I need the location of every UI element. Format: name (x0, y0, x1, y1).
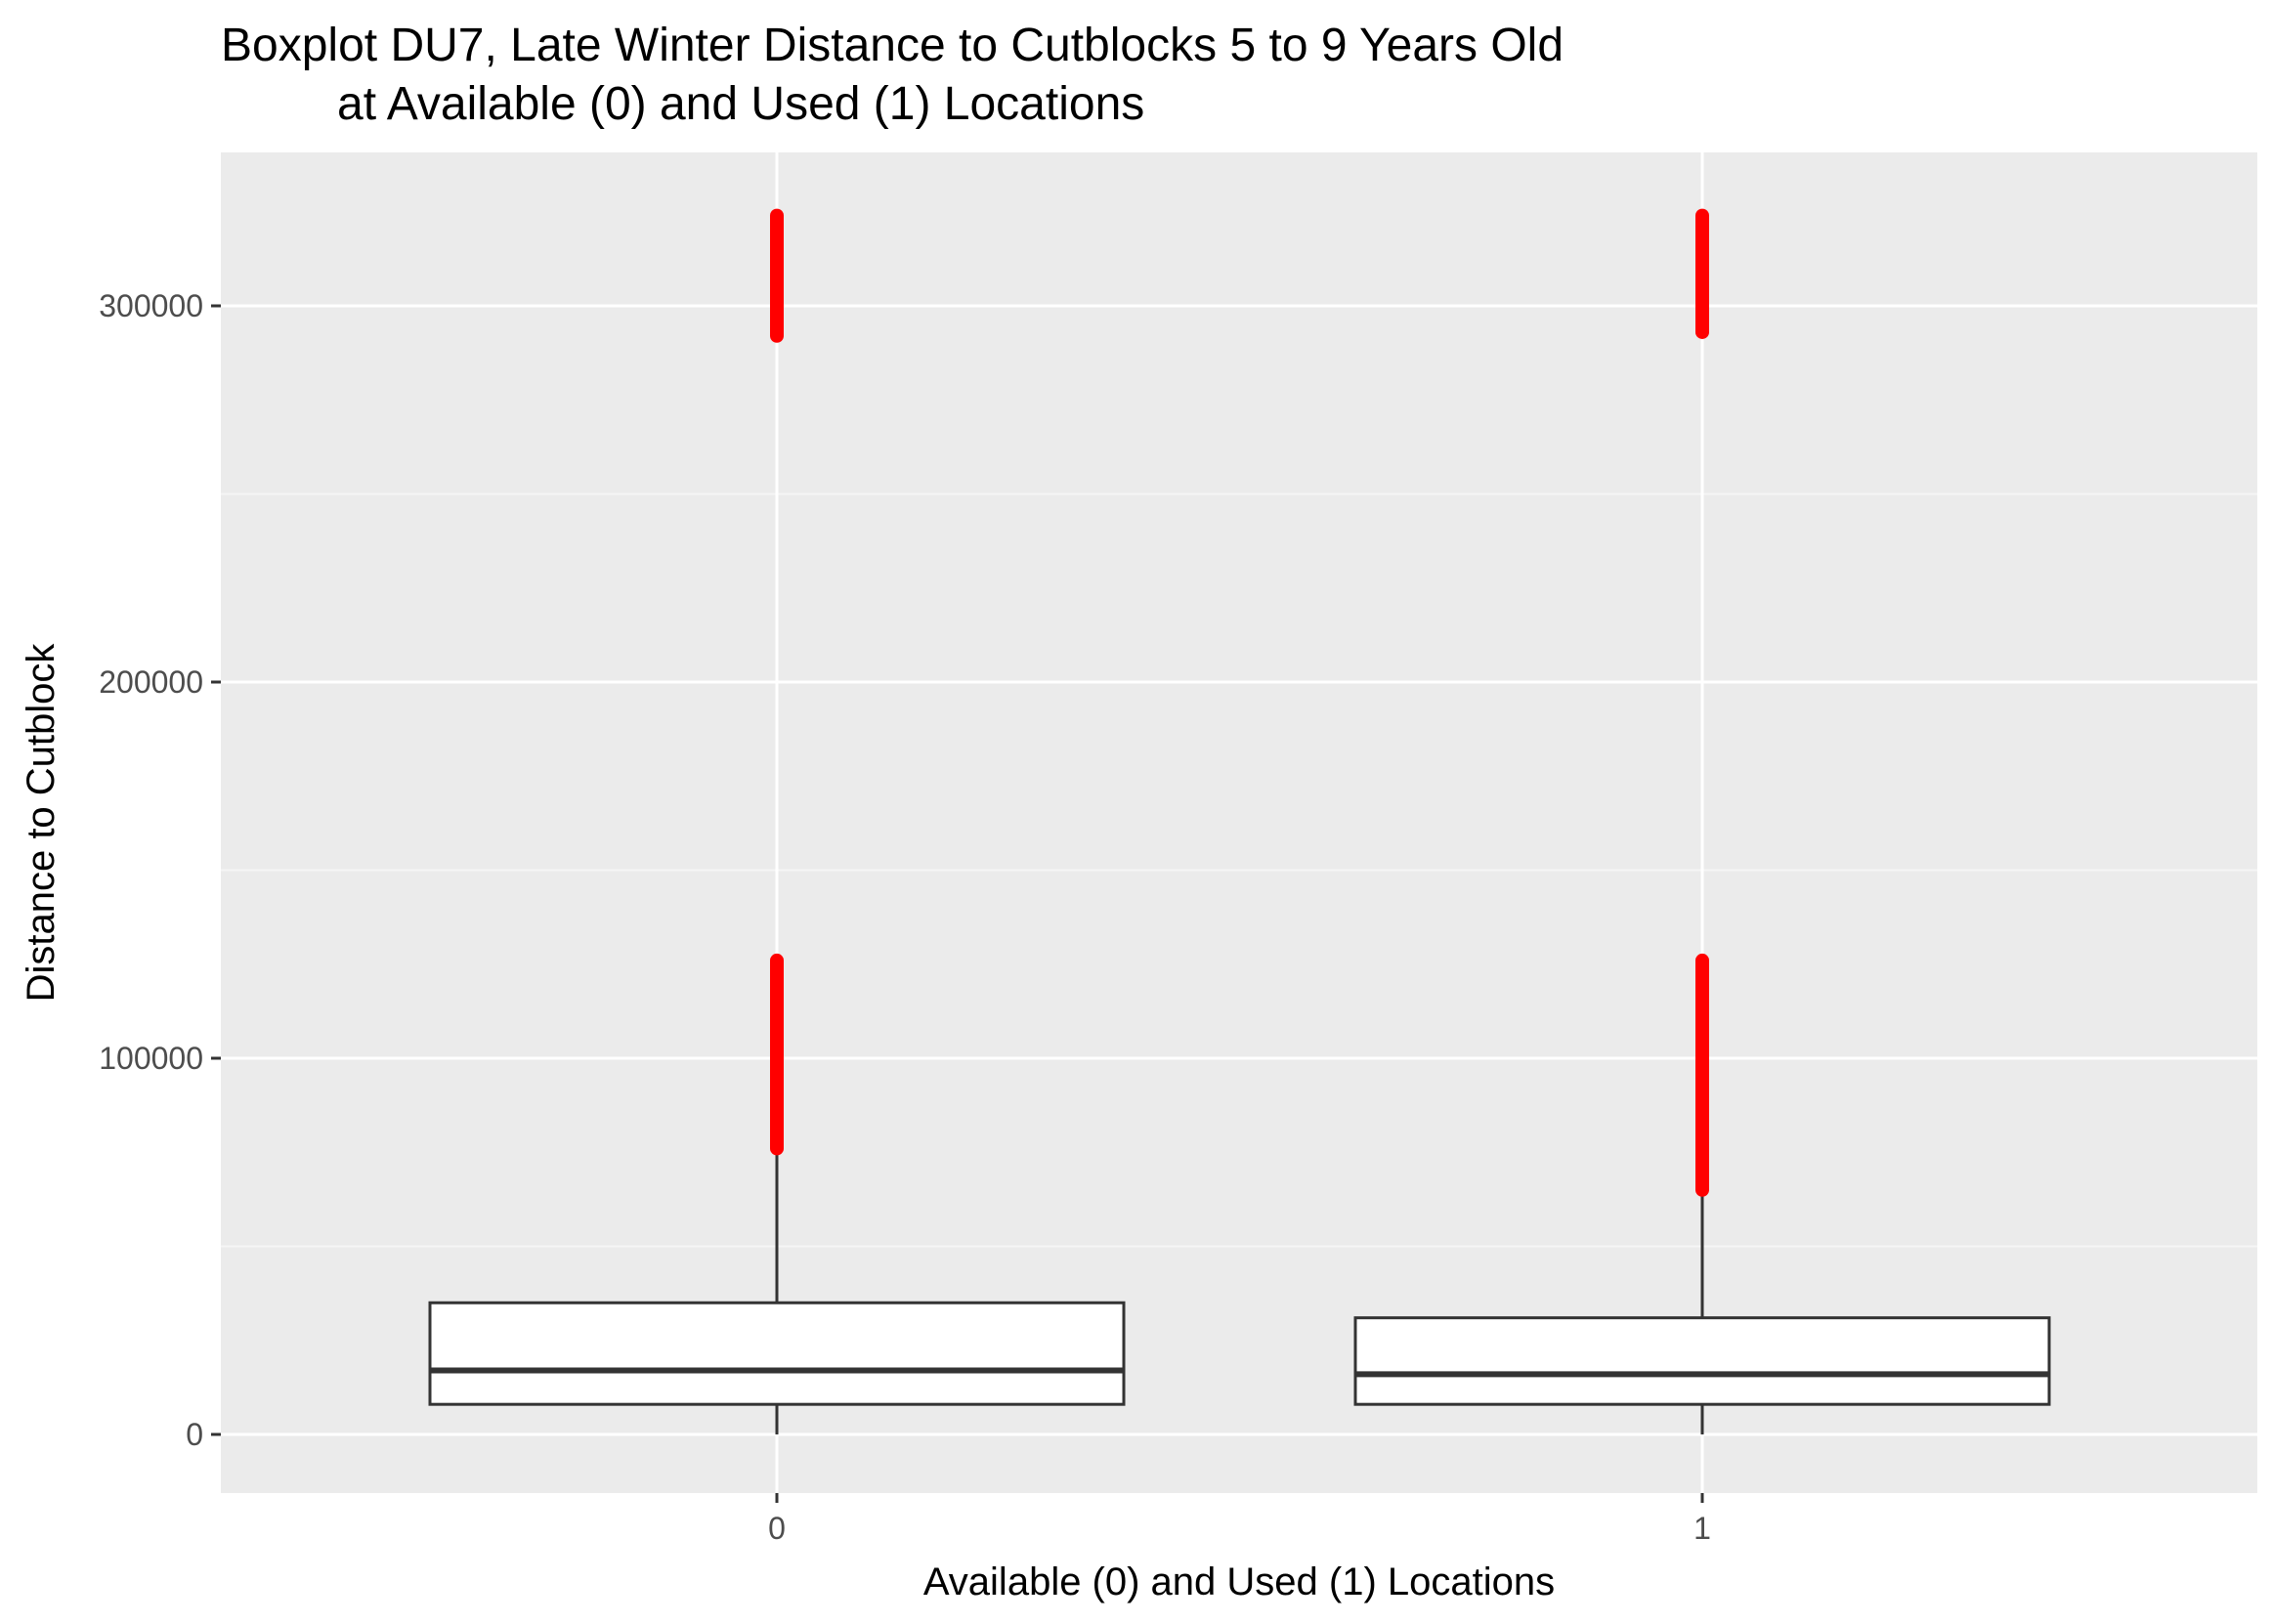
y-axis: 0 100000 200000 300000 (99, 288, 221, 1452)
box-iqr (1353, 1316, 2051, 1406)
x-axis-title: Available (0) and Used (1) Locations (923, 1560, 1555, 1603)
x-tick-label: 0 (768, 1511, 786, 1546)
y-tick-label: 200000 (99, 664, 203, 700)
minor-gridlines (221, 492, 2257, 1248)
chart-title-line-2: at Available (0) and Used (1) Locations (337, 78, 1144, 130)
box-iqr (428, 1301, 1126, 1406)
plot-panel (221, 152, 2257, 1493)
outlier-layer (770, 208, 1709, 1197)
box-layer (428, 1148, 2051, 1434)
chart-title-line-1: Boxplot DU7, Late Winter Distance to Cut… (221, 20, 1564, 71)
y-tick-label: 0 (186, 1417, 203, 1452)
y-tick-label: 300000 (99, 288, 203, 323)
x-tick-label: 1 (1693, 1511, 1711, 1546)
y-axis-title: Distance to Cutblock (20, 643, 63, 1003)
y-tick-label: 100000 (99, 1041, 203, 1076)
